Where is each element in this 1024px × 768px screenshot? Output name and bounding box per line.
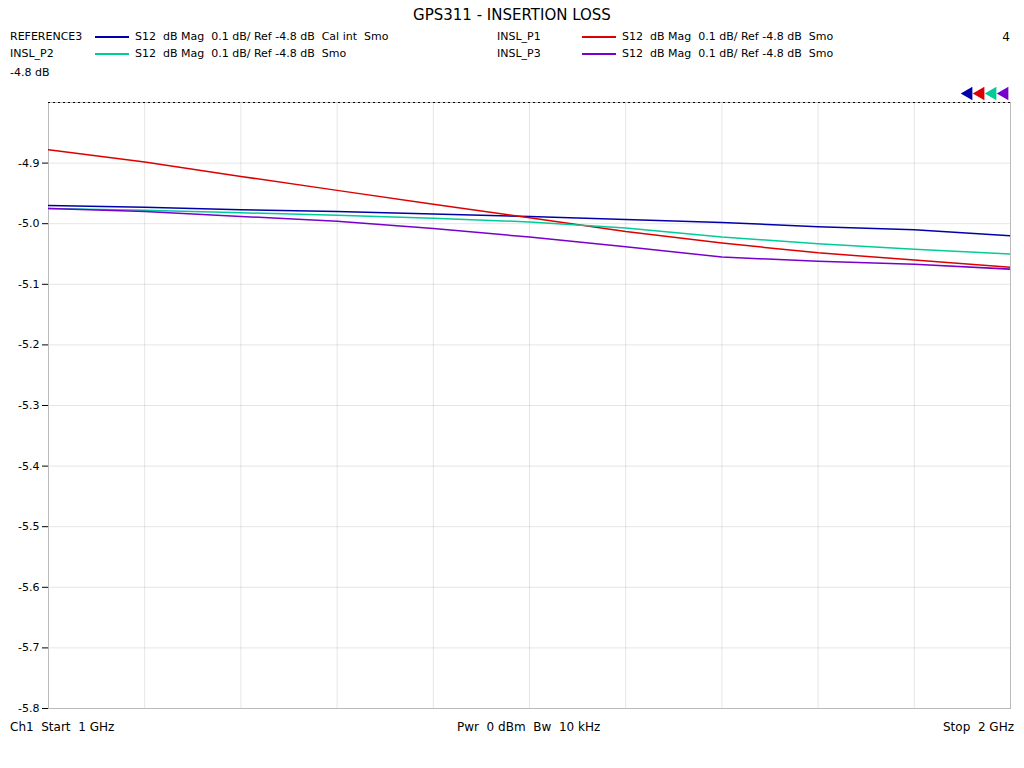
html-text:Pwr 0 dBm Bw 10 kHz: Pwr 0 dBm Bw 10 kHz [457,720,601,734]
html-text:Stop 2 GHz: Stop 2 GHz [943,720,1014,734]
html-text:GPS311 - INSERTION LOSS: GPS311 - INSERTION LOSS [413,6,611,24]
html-text:REFERENCE3: REFERENCE3 [10,30,83,43]
svg-text:-5.6: -5.6 [18,581,39,594]
svg-text:-5.4: -5.4 [18,460,39,473]
html-text:-4.8 dB: -4.8 dB [10,66,50,79]
html-text:INSL_P2: INSL_P2 [10,47,54,60]
svg-text:-5.8: -5.8 [18,702,39,715]
html-text:S12 dB Mag 0.1 dB/ Ref -4.8 dB: S12 dB Mag 0.1 dB/ Ref -4.8 dB Cal int S… [135,30,389,43]
html-text:INSL_P1: INSL_P1 [497,30,541,43]
html-text:S12 dB Mag 0.1 dB/ Ref -4.8 dB: S12 dB Mag 0.1 dB/ Ref -4.8 dB Smo [622,30,834,43]
svg-text:-5.2: -5.2 [18,338,39,351]
html-text:S12 dB Mag 0.1 dB/ Ref -4.8 dB: S12 dB Mag 0.1 dB/ Ref -4.8 dB Smo [622,47,834,60]
html-text:S12 dB Mag 0.1 dB/ Ref -4.8 dB: S12 dB Mag 0.1 dB/ Ref -4.8 dB Smo [135,47,347,60]
svg-text:-5.0: -5.0 [18,217,39,230]
svg-text:-4.9: -4.9 [18,157,39,170]
svg-text:-5.5: -5.5 [18,520,39,533]
html-text:4: 4 [1002,30,1010,44]
svg-text:-5.1: -5.1 [18,278,39,291]
svg-text:-5.7: -5.7 [18,641,39,654]
html-text:INSL_P3: INSL_P3 [497,47,541,60]
svg-text:-5.3: -5.3 [18,399,39,412]
html-text:Ch1 Start 1 GHz: Ch1 Start 1 GHz [10,720,115,734]
